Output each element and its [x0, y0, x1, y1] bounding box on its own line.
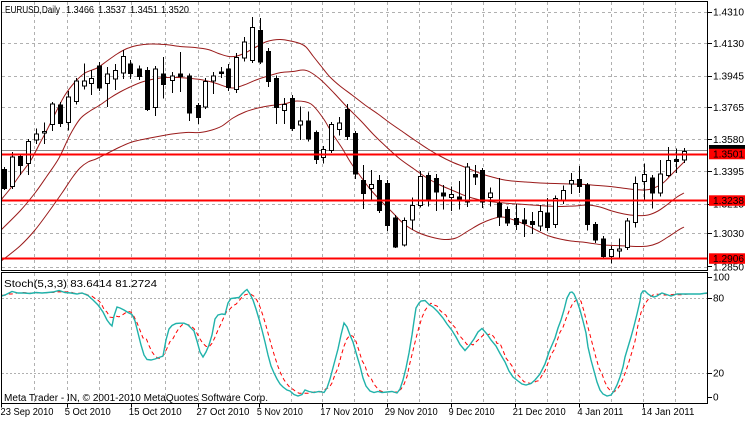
svg-text:1.3395: 1.3395	[713, 167, 744, 178]
svg-text:15 Oct 2010: 15 Oct 2010	[129, 407, 182, 418]
svg-text:1.3238: 1.3238	[713, 196, 744, 207]
svg-text:80: 80	[713, 294, 725, 305]
svg-text:1.3945: 1.3945	[713, 72, 744, 83]
svg-text:1.3537: 1.3537	[98, 5, 126, 16]
svg-text:9 Dec 2010: 9 Dec 2010	[449, 407, 495, 418]
svg-text:1.3765: 1.3765	[713, 103, 744, 114]
svg-text:23 Sep 2010: 23 Sep 2010	[1, 407, 54, 418]
svg-text:27 Oct 2010: 27 Oct 2010	[196, 407, 249, 418]
svg-text:1.2906: 1.2906	[713, 254, 744, 265]
svg-text:29 Nov 2010: 29 Nov 2010	[385, 407, 438, 418]
svg-text:20: 20	[713, 369, 725, 380]
svg-text:5 Nov 2010: 5 Nov 2010	[257, 407, 303, 418]
svg-text:EURUSD,Daily: EURUSD,Daily	[5, 5, 60, 16]
svg-text:21 Dec 2010: 21 Dec 2010	[513, 407, 566, 418]
svg-text:0: 0	[713, 393, 719, 404]
svg-text:1.3451: 1.3451	[130, 5, 158, 16]
svg-text:14 Jan 2011: 14 Jan 2011	[641, 407, 694, 418]
svg-text:1.4130: 1.4130	[713, 39, 744, 50]
svg-text:5 Oct 2010: 5 Oct 2010	[65, 407, 111, 418]
svg-text:Stoch(5,3,3) 83.6414 81.2724: Stoch(5,3,3) 83.6414 81.2724	[4, 279, 158, 290]
svg-text:1.3520: 1.3520	[161, 5, 189, 16]
svg-text:1.3580: 1.3580	[713, 135, 744, 146]
svg-text:1.3030: 1.3030	[713, 229, 744, 240]
svg-text:100: 100	[713, 273, 730, 284]
svg-text:1.2850: 1.2850	[713, 263, 744, 274]
svg-text:Meta Trader - IN, © 2001-2010: Meta Trader - IN, © 2001-2010 MetaQuotes…	[4, 393, 268, 404]
svg-text:1.3466: 1.3466	[66, 5, 94, 16]
svg-text:17 Nov 2010: 17 Nov 2010	[320, 407, 373, 418]
svg-text:1.4310: 1.4310	[713, 8, 744, 19]
svg-text:4 Jan 2011: 4 Jan 2011	[577, 407, 623, 418]
svg-text:1.3501: 1.3501	[713, 150, 744, 161]
